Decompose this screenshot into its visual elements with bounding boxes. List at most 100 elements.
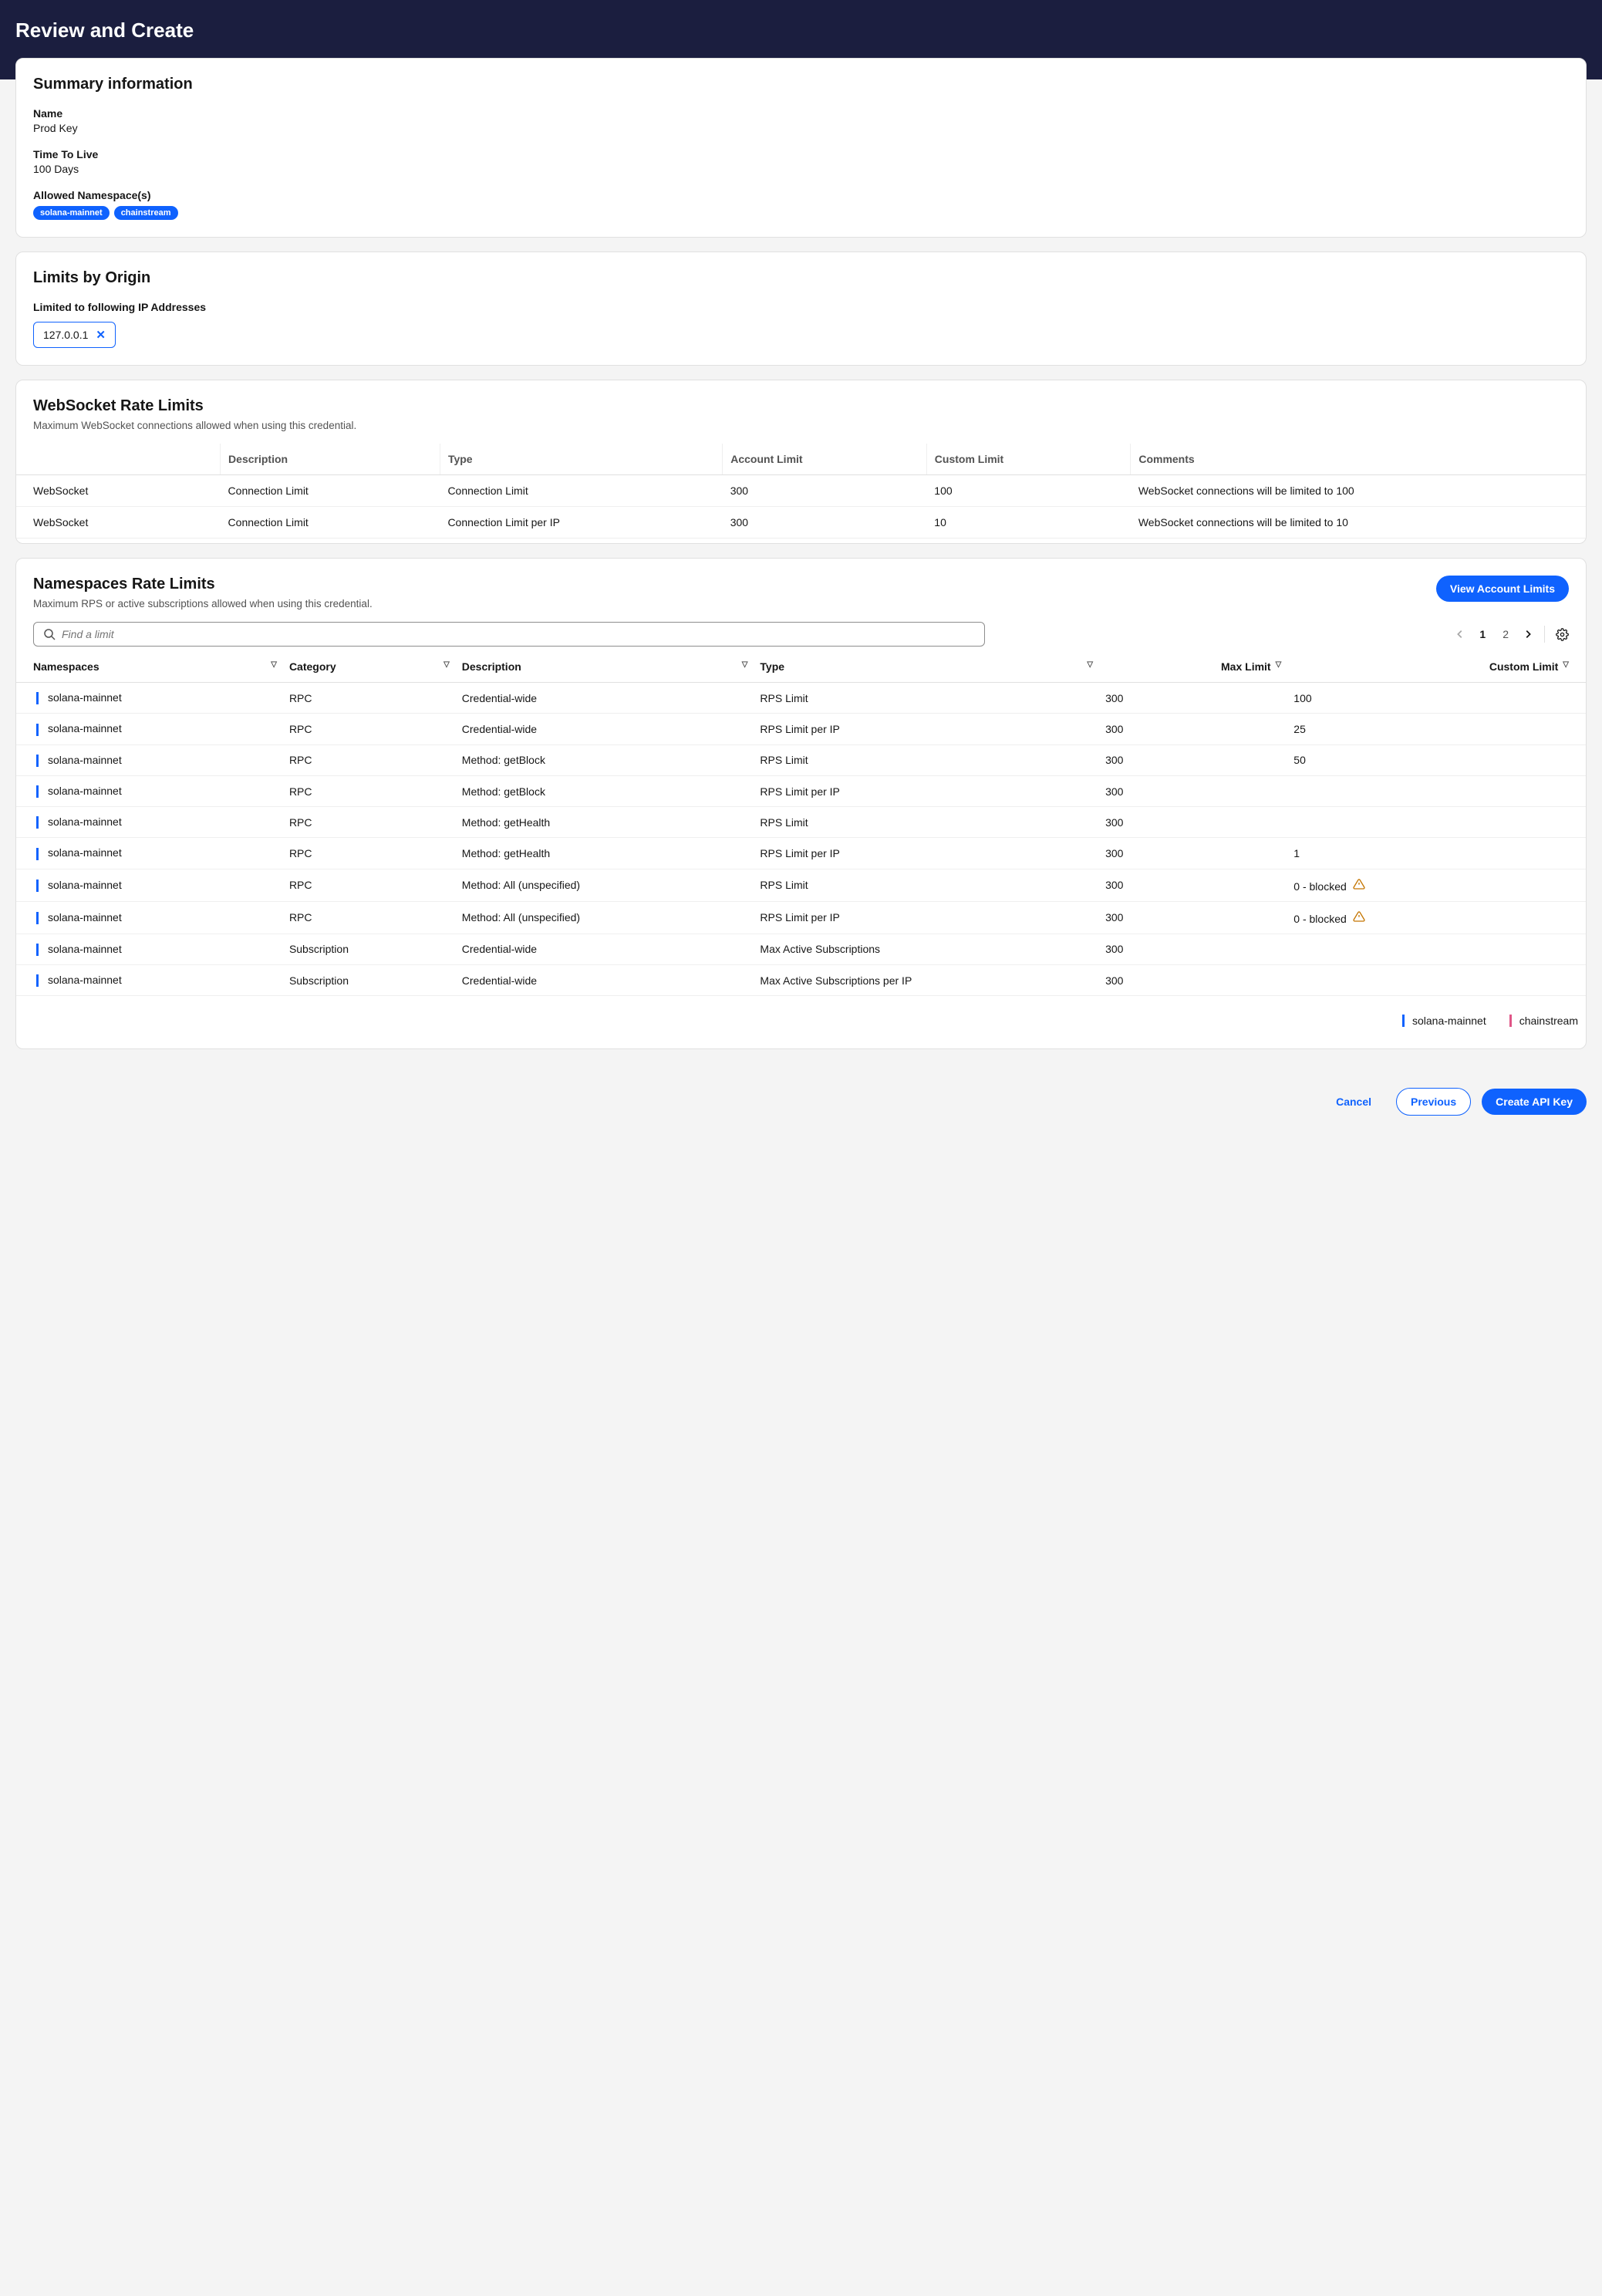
ns-marker bbox=[36, 724, 39, 736]
ws-cell: 300 bbox=[723, 475, 927, 507]
ns-col-max[interactable]: Max Limit▽ bbox=[1099, 651, 1287, 683]
ws-col-comments: Comments bbox=[1131, 444, 1586, 475]
summary-card: Summary information Name Prod Key Time T… bbox=[15, 58, 1587, 238]
ns-cell-type: RPS Limit bbox=[754, 869, 1099, 901]
ns-marker bbox=[36, 944, 39, 956]
legend-item: solana-mainnet bbox=[1402, 1015, 1486, 1027]
pager-page-1[interactable]: 1 bbox=[1476, 626, 1489, 642]
ns-cell-category: RPC bbox=[283, 807, 456, 838]
ns-cell-category: RPC bbox=[283, 745, 456, 775]
ns-cell-namespace: solana-mainnet bbox=[16, 869, 283, 901]
ns-cell-custom: 0 - blocked bbox=[1287, 901, 1586, 934]
ns-col-namespaces[interactable]: Namespaces▽ bbox=[16, 651, 283, 683]
ns-cell-type: RPS Limit bbox=[754, 683, 1099, 714]
ws-col-custlimit: Custom Limit bbox=[926, 444, 1131, 475]
ns-marker bbox=[36, 880, 39, 892]
ns-col-description[interactable]: Description▽ bbox=[456, 651, 754, 683]
create-api-key-button[interactable]: Create API Key bbox=[1482, 1089, 1587, 1115]
ns-cell-category: RPC bbox=[283, 683, 456, 714]
pagination: 1 2 bbox=[1455, 626, 1569, 643]
previous-button[interactable]: Previous bbox=[1396, 1088, 1471, 1116]
table-row: solana-mainnetRPCMethod: getBlockRPS Lim… bbox=[16, 745, 1586, 775]
settings-icon[interactable] bbox=[1556, 628, 1569, 641]
ns-cell-description: Method: All (unspecified) bbox=[456, 901, 754, 934]
ws-cell: WebSocket bbox=[16, 507, 221, 539]
ns-cell-custom bbox=[1287, 807, 1586, 838]
remove-ip-icon[interactable]: ✕ bbox=[96, 328, 106, 342]
ns-heading: Namespaces Rate Limits bbox=[33, 576, 373, 593]
pager-page-2[interactable]: 2 bbox=[1499, 626, 1512, 642]
ns-cell-description: Method: getHealth bbox=[456, 807, 754, 838]
ns-cell-description: Credential-wide bbox=[456, 683, 754, 714]
ns-cell-max: 300 bbox=[1099, 683, 1287, 714]
summary-heading: Summary information bbox=[33, 76, 1569, 93]
ws-sub: Maximum WebSocket connections allowed wh… bbox=[33, 420, 1569, 431]
ns-cell-namespace: solana-mainnet bbox=[16, 965, 283, 996]
table-row: solana-mainnetRPCMethod: getHealthRPS Li… bbox=[16, 807, 1586, 838]
ws-cell: 300 bbox=[723, 507, 927, 539]
ns-cell-namespace: solana-mainnet bbox=[16, 714, 283, 745]
footer-actions: Cancel Previous Create API Key bbox=[0, 1079, 1602, 1134]
ns-cell-namespace: solana-mainnet bbox=[16, 775, 283, 806]
ns-marker bbox=[36, 848, 39, 860]
cancel-button[interactable]: Cancel bbox=[1322, 1089, 1385, 1115]
page-body: Summary information Name Prod Key Time T… bbox=[0, 58, 1602, 1079]
ns-marker bbox=[36, 974, 39, 987]
ns-col-custom[interactable]: Custom Limit▽ bbox=[1287, 651, 1586, 683]
ns-cell-type: RPS Limit per IP bbox=[754, 775, 1099, 806]
ws-cell: WebSocket connections will be limited to… bbox=[1131, 507, 1586, 539]
legend-swatch bbox=[1509, 1015, 1512, 1027]
ns-sub: Maximum RPS or active subscriptions allo… bbox=[33, 598, 373, 609]
ns-badge: solana-mainnet bbox=[33, 206, 110, 220]
ns-cell-namespace: solana-mainnet bbox=[16, 807, 283, 838]
ns-cell-namespace: solana-mainnet bbox=[16, 901, 283, 934]
ns-cell-custom: 50 bbox=[1287, 745, 1586, 775]
websocket-card: WebSocket Rate Limits Maximum WebSocket … bbox=[15, 380, 1587, 544]
ttl-value: 100 Days bbox=[33, 163, 1569, 175]
ns-cell-custom bbox=[1287, 934, 1586, 964]
ns-col-type[interactable]: Type▽ bbox=[754, 651, 1099, 683]
search-box[interactable] bbox=[33, 622, 985, 647]
table-row: solana-mainnetRPCCredential-wideRPS Limi… bbox=[16, 683, 1586, 714]
ns-cell-namespace: solana-mainnet bbox=[16, 838, 283, 869]
search-input[interactable] bbox=[62, 628, 975, 640]
ns-cell-description: Credential-wide bbox=[456, 965, 754, 996]
ns-cell-type: RPS Limit per IP bbox=[754, 714, 1099, 745]
name-label: Name bbox=[33, 107, 1569, 120]
ttl-label: Time To Live bbox=[33, 148, 1569, 160]
pager-prev-icon[interactable] bbox=[1455, 629, 1465, 640]
ns-cell-type: RPS Limit bbox=[754, 807, 1099, 838]
ns-cell-description: Method: getHealth bbox=[456, 838, 754, 869]
ns-col-category[interactable]: Category▽ bbox=[283, 651, 456, 683]
view-account-limits-button[interactable]: View Account Limits bbox=[1436, 576, 1569, 602]
ws-cell: WebSocket connections will be limited to… bbox=[1131, 475, 1586, 507]
ns-cell-max: 300 bbox=[1099, 965, 1287, 996]
ws-cell: WebSocket bbox=[16, 475, 221, 507]
ns-cell-custom: 100 bbox=[1287, 683, 1586, 714]
ns-cell-type: RPS Limit bbox=[754, 745, 1099, 775]
table-row: WebSocketConnection LimitConnection Limi… bbox=[16, 507, 1586, 539]
ns-cell-category: Subscription bbox=[283, 965, 456, 996]
ws-col-desc: Description bbox=[221, 444, 440, 475]
ws-cell: Connection Limit bbox=[440, 475, 722, 507]
origin-card: Limits by Origin Limited to following IP… bbox=[15, 252, 1587, 366]
ns-marker bbox=[36, 912, 39, 924]
ns-cell-max: 300 bbox=[1099, 775, 1287, 806]
ns-cell-max: 300 bbox=[1099, 745, 1287, 775]
ns-cell-description: Credential-wide bbox=[456, 714, 754, 745]
ns-cell-description: Method: All (unspecified) bbox=[456, 869, 754, 901]
table-row: solana-mainnetRPCCredential-wideRPS Limi… bbox=[16, 714, 1586, 745]
ws-heading: WebSocket Rate Limits bbox=[33, 397, 1569, 415]
table-row: solana-mainnetRPCMethod: All (unspecifie… bbox=[16, 901, 1586, 934]
ns-cell-type: Max Active Subscriptions bbox=[754, 934, 1099, 964]
warning-icon bbox=[1353, 913, 1365, 925]
allowed-ns-label: Allowed Namespace(s) bbox=[33, 189, 1569, 201]
ip-chip[interactable]: 127.0.0.1 ✕ bbox=[33, 322, 116, 348]
ns-cell-description: Credential-wide bbox=[456, 934, 754, 964]
ns-cell-custom bbox=[1287, 775, 1586, 806]
ns-cell-namespace: solana-mainnet bbox=[16, 745, 283, 775]
legend-label: chainstream bbox=[1519, 1015, 1578, 1027]
pager-next-icon[interactable] bbox=[1523, 629, 1533, 640]
ns-marker bbox=[36, 785, 39, 798]
ws-col-type: Type bbox=[440, 444, 722, 475]
